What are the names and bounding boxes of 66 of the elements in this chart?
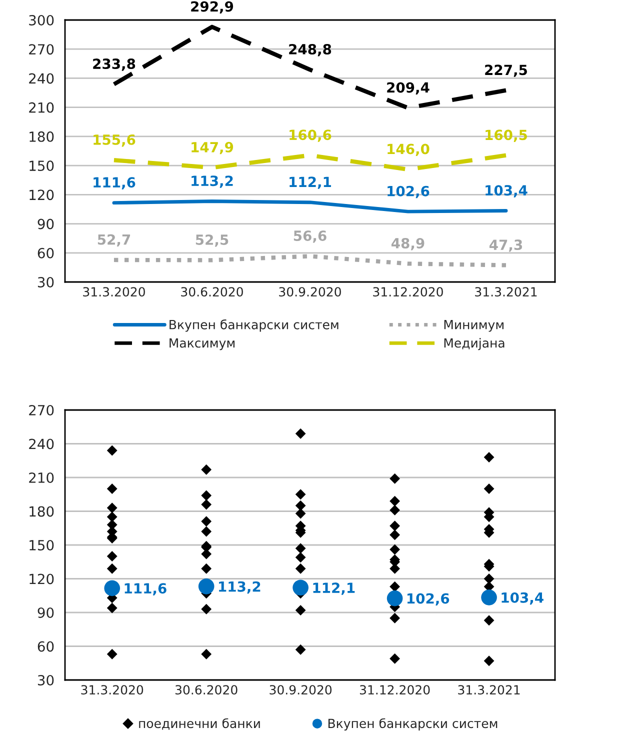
point bbox=[386, 590, 403, 606]
legend-label: Минимум bbox=[444, 320, 504, 332]
x-tick-label: 30.6.2020 bbox=[181, 287, 243, 297]
legend-label: Вкупен банкарски систем bbox=[170, 319, 338, 332]
data-label: 248,8 bbox=[289, 44, 332, 56]
y-tick-label: 30 bbox=[38, 276, 54, 288]
y-tick-label: 240 bbox=[29, 438, 54, 450]
y-tick-label: 150 bbox=[30, 160, 54, 172]
data-label: 103,4 bbox=[502, 592, 544, 605]
data-label: 155,6 bbox=[94, 134, 136, 147]
data-label: 112,1 bbox=[290, 176, 332, 189]
data-label: 113,2 bbox=[219, 581, 260, 594]
data-label: 102,6 bbox=[407, 593, 450, 606]
y-tick-label: 240 bbox=[29, 73, 54, 84]
y-tick-label: 210 bbox=[29, 102, 54, 113]
y-tick-label: 150 bbox=[30, 540, 54, 550]
y-tick-label: 300 bbox=[29, 14, 54, 26]
data-label: 103,4 bbox=[486, 185, 528, 198]
data-label: 102,6 bbox=[388, 186, 430, 198]
data-label: 52,5 bbox=[196, 234, 228, 247]
data-label: 209,4 bbox=[387, 82, 430, 94]
data-label: 146,0 bbox=[388, 144, 430, 156]
x-tick-label: 31.12.2020 bbox=[360, 685, 430, 695]
y-tick-label: 210 bbox=[29, 472, 54, 483]
y-tick-label: 270 bbox=[29, 44, 54, 55]
y-tick-label: 270 bbox=[29, 404, 54, 416]
y-tick-label: 30 bbox=[38, 674, 54, 686]
data-label: 113,2 bbox=[192, 176, 233, 188]
x-tick-label: 31.3.2021 bbox=[458, 685, 520, 695]
data-label: 233,8 bbox=[93, 58, 136, 71]
y-tick-label: 180 bbox=[30, 506, 54, 517]
legend-label: Максимум bbox=[170, 338, 235, 350]
point bbox=[104, 580, 120, 596]
data-label: 292,9 bbox=[191, 1, 234, 14]
data-label: 56,6 bbox=[294, 230, 326, 243]
x-tick-label: 31.3.2021 bbox=[475, 287, 537, 297]
data-label: 160,5 bbox=[486, 130, 527, 142]
x-tick-label: 30.9.2020 bbox=[279, 287, 341, 297]
data-label: 52,7 bbox=[98, 234, 130, 247]
data-label: 227,5 bbox=[485, 64, 527, 77]
y-tick-label: 120 bbox=[30, 190, 54, 200]
data-label: 112,1 bbox=[313, 582, 355, 595]
y-tick-label: 90 bbox=[38, 218, 54, 230]
legend-label: поединечни банки bbox=[139, 718, 260, 730]
data-label: 147,9 bbox=[192, 142, 234, 154]
y-tick-label: 90 bbox=[38, 607, 54, 618]
point bbox=[292, 580, 308, 596]
point bbox=[198, 578, 214, 594]
y-tick-label: 60 bbox=[38, 248, 54, 258]
x-tick-label: 31.12.2020 bbox=[373, 287, 443, 297]
data-label: 47,3 bbox=[489, 240, 522, 252]
x-tick-label: 31.3.2020 bbox=[83, 287, 145, 297]
legend-label: Медијана bbox=[444, 338, 504, 350]
legend-label: Вкупен банкарски систем bbox=[328, 718, 498, 731]
x-tick-label: 30.9.2020 bbox=[270, 685, 332, 695]
data-label: 111,6 bbox=[124, 583, 166, 596]
x-tick-label: 31.3.2020 bbox=[81, 685, 144, 695]
y-tick-label: 180 bbox=[30, 131, 54, 142]
data-label: 111,6 bbox=[94, 177, 136, 190]
data-label: 48,9 bbox=[391, 238, 424, 250]
line-series bbox=[112, 200, 508, 214]
y-tick-label: 120 bbox=[30, 574, 54, 584]
x-tick-label: 30.6.2020 bbox=[175, 685, 238, 695]
data-label: 160,6 bbox=[290, 130, 332, 142]
point bbox=[481, 590, 497, 606]
y-tick-label: 60 bbox=[38, 641, 54, 652]
